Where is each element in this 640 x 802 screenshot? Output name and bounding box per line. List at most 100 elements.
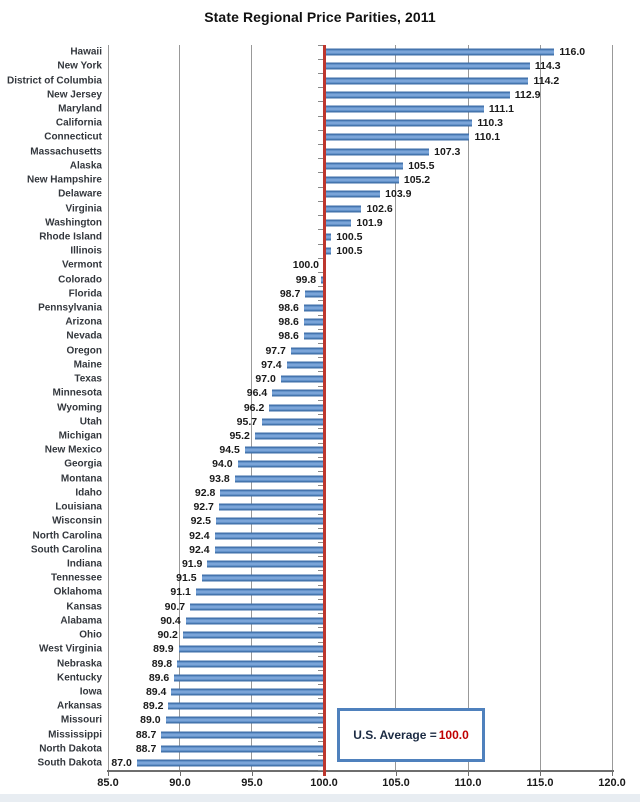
state-label: Kansas [66, 601, 102, 613]
gridline [179, 45, 181, 770]
category-tick [317, 755, 323, 757]
state-label: Nebraska [56, 658, 102, 670]
bar-row: New Mexico 94.5 [45, 443, 612, 457]
bar-row: District of Columbia 114.2 [7, 73, 612, 87]
bar-row: Michigan 95.2 [59, 429, 612, 443]
bar [171, 688, 324, 696]
category-tick [317, 542, 323, 544]
bar-row: Vermont 100.0 [62, 258, 612, 272]
category-tick [317, 87, 323, 89]
bar [244, 446, 324, 454]
state-label: Georgia [64, 458, 102, 470]
x-axis-tick [540, 772, 541, 776]
state-label: Arkansas [56, 700, 102, 712]
state-label: Oklahoma [53, 586, 102, 598]
bar [303, 318, 324, 326]
value-label: 89.2 [143, 700, 164, 713]
bar-row: Oklahoma 91.1 [54, 585, 612, 599]
value-label: 110.3 [477, 117, 504, 130]
value-label: 92.5 [190, 515, 211, 528]
bottom-strip [0, 794, 640, 802]
state-label: Louisiana [55, 501, 102, 513]
category-tick [317, 769, 323, 771]
value-label: 87.0 [111, 757, 132, 770]
value-label: 114.3 [534, 60, 561, 73]
state-label: Texas [74, 373, 102, 385]
category-tick [317, 513, 323, 515]
category-tick [317, 470, 323, 472]
value-label: 91.9 [181, 557, 203, 570]
value-label: 98.6 [278, 302, 299, 315]
value-label: 88.7 [135, 728, 157, 741]
bar-row: Wyoming 96.2 [57, 400, 612, 414]
bar [177, 660, 324, 668]
x-axis-tick-label: 100.0 [310, 777, 338, 789]
value-label: 92.4 [189, 543, 210, 556]
bar-row: Colorado 99.8 [58, 273, 612, 287]
bar-row: Arizona 98.6 [65, 315, 612, 329]
x-axis-line [107, 770, 614, 772]
value-label: 95.7 [236, 415, 258, 428]
bar-row: North Carolina 92.4 [33, 528, 612, 542]
category-tick [317, 655, 323, 657]
category-tick [317, 200, 323, 202]
bar [136, 759, 324, 767]
x-axis-tick-label: 110.0 [454, 777, 482, 789]
category-tick [317, 669, 323, 671]
state-label: South Carolina [30, 544, 102, 556]
category-tick [317, 584, 323, 586]
x-axis-tick [108, 772, 109, 776]
bar [324, 91, 510, 99]
category-tick [317, 44, 323, 46]
value-label: 90.4 [160, 614, 181, 627]
state-label: District of Columbia [6, 75, 102, 87]
bar [185, 617, 324, 625]
category-tick [317, 485, 323, 487]
category-tick [317, 712, 323, 714]
category-tick [317, 300, 323, 302]
category-tick [317, 229, 323, 231]
bar [324, 176, 399, 184]
bar-row: Hawaii 116.0 [70, 45, 612, 59]
bar [324, 48, 555, 56]
category-tick [317, 527, 323, 529]
state-label: Rhode Island [39, 231, 102, 243]
state-label: Oregon [66, 345, 102, 357]
gridline [251, 45, 253, 770]
state-label: Alabama [60, 615, 102, 627]
legend-value: 100.0 [438, 728, 469, 742]
x-axis-tick-label: 115.0 [526, 777, 554, 789]
category-tick [317, 314, 323, 316]
category-tick [317, 286, 323, 288]
reference-line-100 [322, 45, 326, 776]
value-label: 96.4 [246, 387, 268, 400]
value-label: 91.5 [176, 572, 197, 585]
state-label: California [55, 117, 102, 129]
value-label: 90.7 [164, 600, 186, 613]
bar [324, 62, 530, 70]
x-axis-tick-label: 95.0 [241, 777, 263, 789]
value-label: 94.0 [212, 458, 233, 471]
bar [303, 332, 324, 340]
legend-text: U.S. Average = [353, 728, 437, 742]
bar [286, 361, 324, 369]
state-label: Indiana [66, 558, 102, 570]
state-label: Utah [79, 416, 102, 428]
value-label: 114.2 [533, 74, 560, 87]
category-tick [317, 172, 323, 174]
bar [216, 517, 324, 525]
bar-row: Missouri 89.0 [61, 713, 612, 727]
category-tick [317, 613, 323, 615]
value-label: 88.7 [135, 742, 157, 755]
category-tick [317, 58, 323, 60]
state-label: Alaska [69, 160, 102, 172]
state-label: Colorado [58, 274, 102, 286]
bar [218, 503, 324, 511]
value-label: 94.5 [219, 444, 240, 457]
bar-row: Wisconsin 92.5 [52, 514, 612, 528]
bar [201, 574, 324, 582]
value-label: 89.0 [140, 714, 161, 727]
value-label: 103.9 [385, 188, 412, 201]
category-tick [317, 399, 323, 401]
state-label: Nevada [66, 330, 102, 342]
